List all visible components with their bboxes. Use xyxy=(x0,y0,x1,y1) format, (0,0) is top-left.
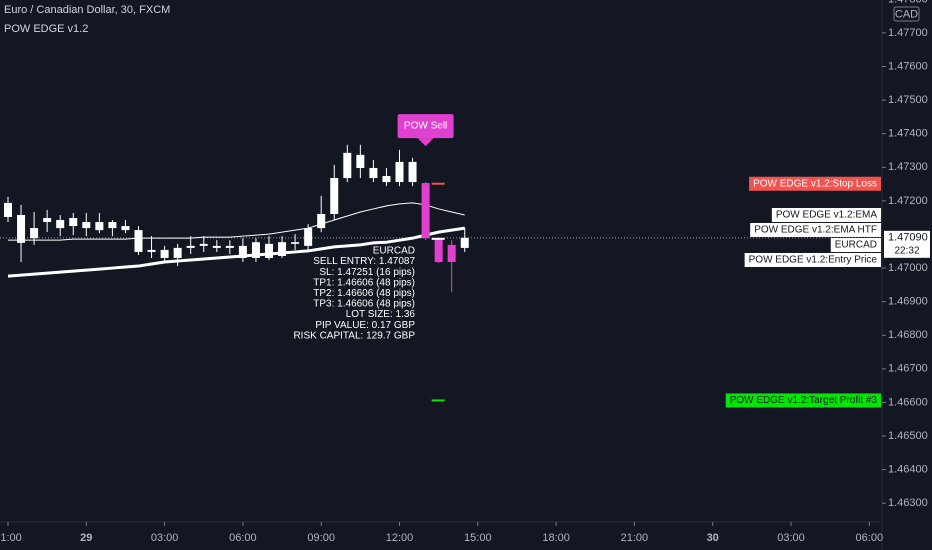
y-tick-label: 1.47400 xyxy=(888,128,928,140)
candle-body xyxy=(434,238,443,263)
currency: CAD xyxy=(895,8,918,20)
info-line: TP3: 1.46606 (48 pips) xyxy=(313,299,415,310)
y-tick-label: 1.47200 xyxy=(888,195,928,207)
y-tick-label: 1.46800 xyxy=(888,329,928,341)
candle-body xyxy=(147,249,156,252)
price-label-box xyxy=(725,393,881,408)
signal-text: POW Sell xyxy=(404,121,447,132)
candle-body xyxy=(382,176,391,183)
x-tick-label: 21:00 xyxy=(0,532,22,544)
price-label: POW EDGE v1.2:Stop Loss xyxy=(753,178,877,189)
candle-body xyxy=(108,222,117,229)
candle-body xyxy=(212,245,221,248)
price-label: EURCAD xyxy=(835,240,877,251)
y-tick-label: 1.46500 xyxy=(888,430,928,442)
x-tick-label: 09:00 xyxy=(307,532,335,544)
indicator-line xyxy=(8,202,465,241)
y-tick-label: 1.46600 xyxy=(888,396,928,408)
candle-body xyxy=(395,161,404,183)
price-label: POW EDGE v1.2:Entry Price xyxy=(749,255,878,266)
info-line: TP2: 1.46606 (48 pips) xyxy=(313,288,415,299)
info-line: SELL ENTRY: 1.47087 xyxy=(313,256,415,267)
candle-body xyxy=(369,167,378,179)
candle-body xyxy=(265,243,273,258)
candle-body xyxy=(173,247,182,258)
info-line: RISK CAPITAL: 129.7 GBP xyxy=(293,330,415,341)
y-tick-label: 1.47800 xyxy=(888,0,928,5)
candle-body xyxy=(95,222,104,231)
y-tick-label: 1.46700 xyxy=(888,363,928,375)
info-line: PIP VALUE: 0.17 GBP xyxy=(315,320,415,331)
x-tick-label: 29 xyxy=(80,532,92,544)
info-line: SL: 1.47251 (16 pips) xyxy=(319,267,415,278)
candle-body xyxy=(121,226,130,231)
x-tick-label: 06:00 xyxy=(856,532,884,544)
x-tick-label: 21:00 xyxy=(621,532,649,544)
candle-body xyxy=(304,228,313,246)
price-label-box xyxy=(830,237,881,252)
countdown: 22:32 xyxy=(894,245,919,256)
candle-body xyxy=(356,154,365,168)
indicator-name: POW EDGE v1.2 xyxy=(4,23,88,35)
candle-body xyxy=(225,245,234,248)
x-tick-label: 03:00 xyxy=(777,532,805,544)
y-tick-label: 1.47600 xyxy=(888,60,928,72)
candle-body xyxy=(238,245,247,258)
price-label-box xyxy=(749,176,881,191)
y-tick-label: 1.47700 xyxy=(888,27,928,39)
indicator-line xyxy=(7,226,465,278)
candle-body xyxy=(330,178,339,214)
candle-body xyxy=(134,230,143,252)
x-tick-label: 06:00 xyxy=(229,532,257,544)
candle-body xyxy=(43,218,52,223)
chart-title: Euro / Canadian Dollar, 30, FXCM xyxy=(4,4,170,16)
info-line: EURCAD xyxy=(373,246,415,257)
candle-body xyxy=(460,237,469,248)
candle-body xyxy=(278,242,287,256)
candle-body xyxy=(69,218,78,227)
x-tick-label: 15:00 xyxy=(464,532,492,544)
last-price-box xyxy=(884,230,930,258)
x-tick-label: 12:00 xyxy=(386,532,414,544)
price-label: POW EDGE v1.2:Target Profit #3 xyxy=(730,395,878,406)
x-tick-label: 03:00 xyxy=(151,532,179,544)
y-tick-label: 1.47000 xyxy=(888,262,928,274)
candle-body xyxy=(17,214,26,243)
candle-body xyxy=(317,213,326,229)
info-line: TP1: 1.46606 (48 pips) xyxy=(313,277,415,288)
price-label: POW EDGE v1.2:EMA HTF xyxy=(754,225,877,236)
y-tick-label: 1.47300 xyxy=(888,161,928,173)
x-tick-label: 18:00 xyxy=(542,532,570,544)
currency-box xyxy=(893,6,920,22)
price-label: POW EDGE v1.2:EMA xyxy=(776,210,877,221)
candle-body xyxy=(82,222,91,229)
candle-body xyxy=(343,152,352,179)
candle-body xyxy=(421,183,430,239)
candle-body xyxy=(56,220,65,229)
x-tick-label: 30 xyxy=(707,532,719,544)
candle-body xyxy=(186,245,195,248)
signal-box xyxy=(397,114,454,139)
info-line: LOT SIZE: 1.36 xyxy=(346,309,416,320)
last-price-value: 1.47090 xyxy=(888,232,928,244)
price-label-box xyxy=(750,222,881,237)
y-tick-label: 1.46300 xyxy=(888,497,928,509)
candle-body xyxy=(291,242,300,244)
candle-body xyxy=(251,242,260,258)
candle-body xyxy=(199,243,208,246)
price-label-box xyxy=(771,207,881,222)
price-label-box xyxy=(744,252,881,267)
signal-pointer xyxy=(417,138,434,147)
y-tick-label: 1.46400 xyxy=(888,464,928,476)
candle-body xyxy=(4,202,12,218)
candle-body xyxy=(447,244,456,263)
candle-body xyxy=(30,228,39,239)
y-tick-label: 1.46900 xyxy=(888,296,928,308)
candle-body xyxy=(160,249,169,258)
candle-body xyxy=(408,161,417,183)
y-tick-label: 1.47500 xyxy=(888,94,928,106)
